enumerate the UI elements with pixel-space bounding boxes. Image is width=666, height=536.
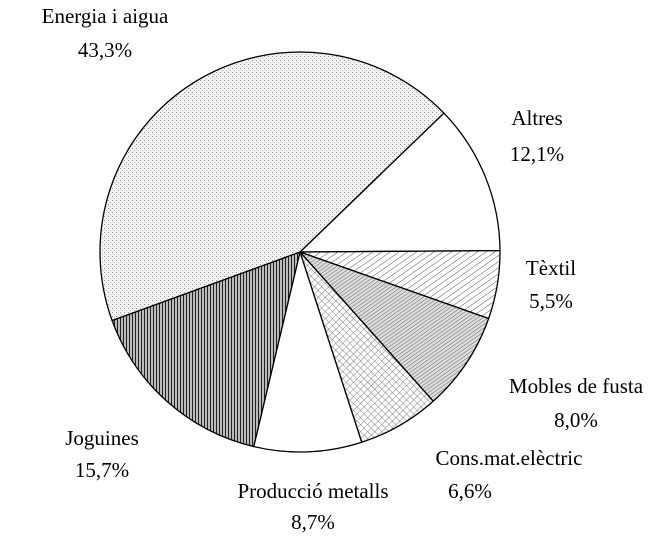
slice-label: Cons.mat.elèctric <box>436 446 583 470</box>
slice-value-label: 6,6% <box>448 479 492 503</box>
pie-slice <box>111 250 301 448</box>
slice-label: Energia i aigua <box>42 4 169 28</box>
slice-label: Tèxtil <box>526 256 576 280</box>
slice-label: Producció metalls <box>237 479 388 503</box>
slice-label: Altres <box>511 106 562 130</box>
slice-value-label: 15,7% <box>75 458 129 482</box>
slice-value-label: 8,7% <box>291 510 335 534</box>
slice-value-label: 8,0% <box>554 408 598 432</box>
pie-slice <box>99 51 445 322</box>
slice-value-label: 12,1% <box>510 142 564 166</box>
pie-slice <box>298 112 501 253</box>
pie-slice <box>252 249 363 453</box>
pie-slice <box>299 251 490 403</box>
slice-value-label: 43,3% <box>78 38 132 62</box>
slice-label: Joguines <box>65 426 139 450</box>
slice-label: Mobles de fusta <box>509 374 644 398</box>
slice-value-label: 5,5% <box>529 289 573 313</box>
